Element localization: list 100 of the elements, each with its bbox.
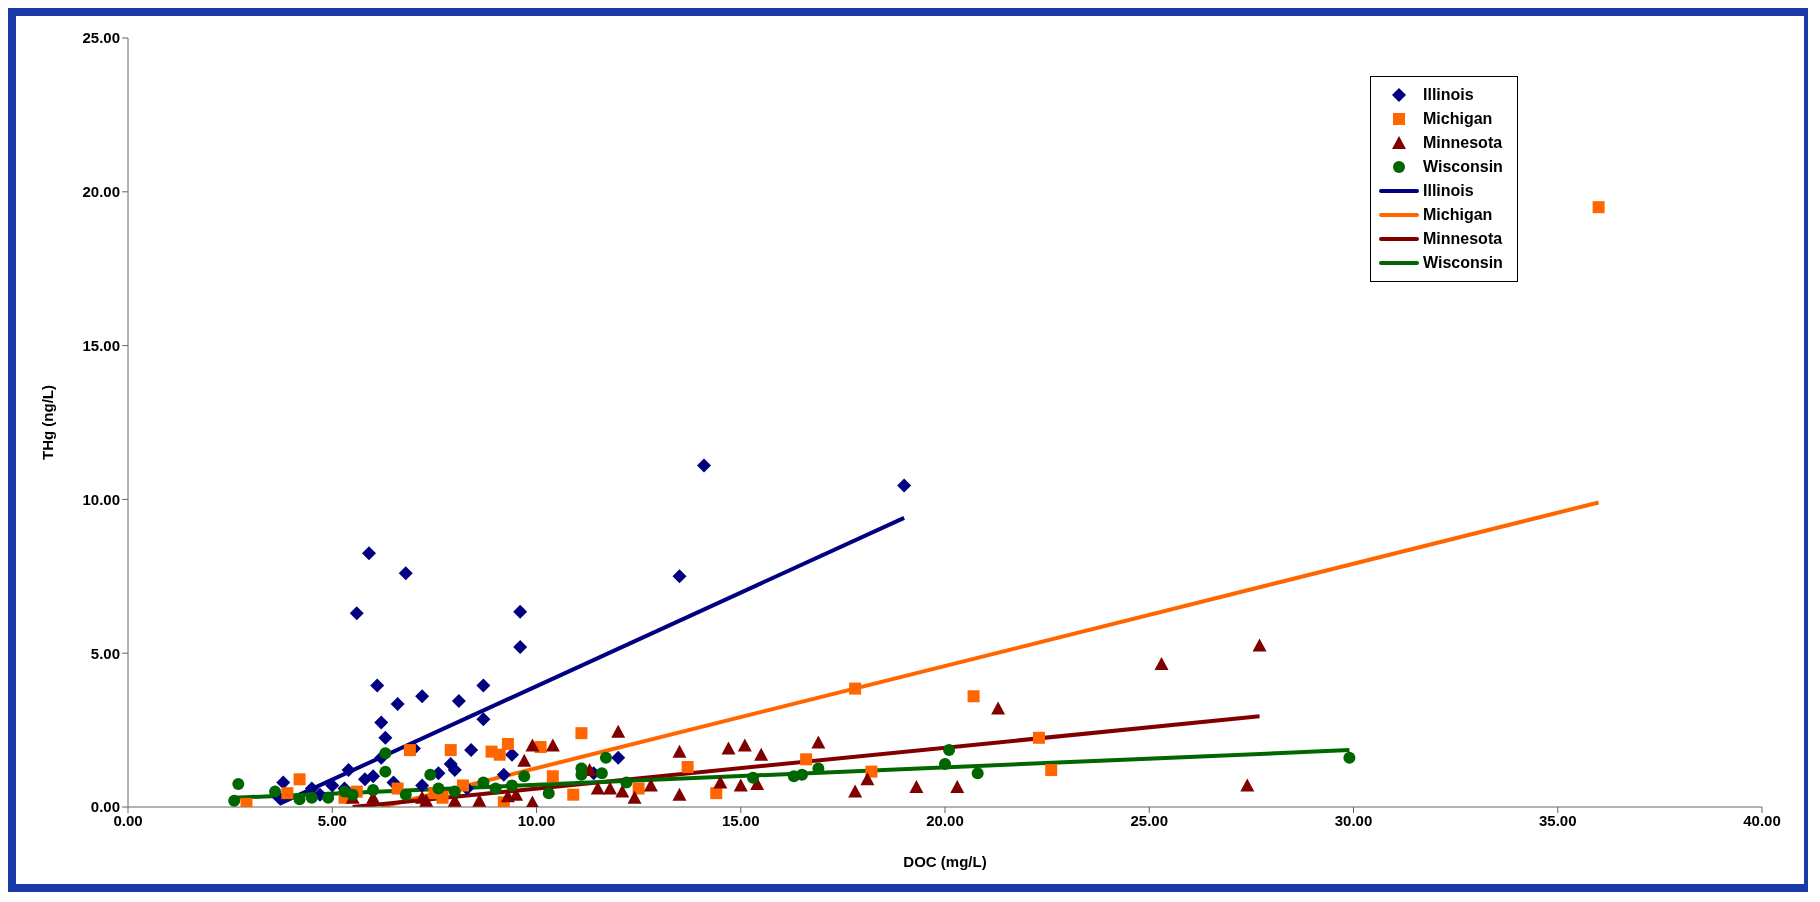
- point: [415, 778, 430, 793]
- point: [672, 787, 687, 801]
- point: [787, 770, 800, 783]
- point: [681, 761, 694, 774]
- point: [747, 771, 760, 784]
- point: [643, 778, 658, 792]
- point: [269, 785, 282, 798]
- point: [403, 744, 416, 757]
- point: [501, 737, 514, 750]
- point: [713, 775, 728, 789]
- legend-label: Minnesota: [1423, 230, 1503, 248]
- y-tick-label: 10.00: [82, 490, 120, 508]
- point: [305, 791, 318, 804]
- point: [493, 748, 506, 761]
- point: [448, 785, 461, 798]
- point: [611, 724, 626, 738]
- point: [399, 788, 412, 801]
- x-tick-label: 40.00: [1743, 811, 1781, 829]
- point: [1252, 638, 1267, 652]
- y-tick-label: 25.00: [82, 29, 120, 47]
- point: [390, 696, 405, 711]
- y-tick-label: 20.00: [82, 183, 120, 201]
- point: [415, 689, 430, 704]
- point: [800, 753, 813, 766]
- point: [362, 546, 377, 561]
- point: [513, 640, 528, 655]
- point: [322, 791, 335, 804]
- point: [496, 767, 511, 782]
- point: [281, 787, 294, 800]
- point: [367, 784, 380, 797]
- point: [575, 727, 588, 740]
- point: [464, 743, 479, 758]
- point: [504, 747, 519, 762]
- point: [505, 779, 518, 792]
- point: [627, 790, 642, 804]
- point: [513, 604, 528, 619]
- y-tick-label: 5.00: [90, 644, 120, 662]
- legend-label: Michigan: [1423, 110, 1493, 128]
- x-tick-label: 30.00: [1334, 811, 1373, 829]
- x-tick-label: 10.00: [517, 811, 556, 829]
- point: [595, 767, 608, 780]
- point: [456, 779, 469, 792]
- point: [232, 777, 245, 790]
- point: [378, 730, 393, 745]
- point: [967, 690, 980, 703]
- point: [546, 770, 559, 783]
- point: [489, 782, 502, 795]
- point: [518, 770, 531, 783]
- point: [721, 741, 736, 755]
- point: [971, 767, 984, 780]
- point: [1343, 751, 1356, 764]
- point: [419, 793, 434, 807]
- point: [1154, 656, 1169, 670]
- x-tick-label: 15.00: [721, 811, 760, 829]
- point: [567, 788, 580, 801]
- point: [424, 768, 437, 781]
- point: [398, 566, 413, 581]
- point: [1592, 201, 1605, 214]
- point: [379, 747, 392, 760]
- point: [476, 712, 491, 727]
- point: [276, 775, 291, 790]
- legend-label: Minnesota: [1423, 134, 1503, 152]
- point: [603, 781, 618, 795]
- point: [812, 762, 825, 775]
- point: [754, 747, 769, 761]
- point: [357, 772, 372, 787]
- legend-label: Wisconsin: [1423, 158, 1503, 176]
- point: [325, 778, 340, 793]
- point: [620, 776, 633, 789]
- point: [228, 794, 241, 807]
- point: [341, 763, 356, 778]
- point: [240, 797, 253, 807]
- point: [451, 693, 466, 708]
- point: [517, 753, 532, 767]
- point: [632, 782, 645, 795]
- point: [950, 780, 965, 794]
- point: [696, 458, 711, 473]
- point: [860, 772, 875, 786]
- point: [444, 744, 457, 757]
- point: [447, 763, 462, 778]
- point: [525, 795, 540, 807]
- point: [525, 738, 540, 752]
- point: [672, 744, 687, 758]
- point: [710, 787, 723, 800]
- point: [1045, 764, 1058, 777]
- y-tick-label: 15.00: [82, 336, 120, 354]
- point: [611, 750, 626, 765]
- x-tick-label: 25.00: [1130, 811, 1169, 829]
- point: [542, 787, 555, 800]
- legend-label: Illinois: [1423, 182, 1474, 200]
- point: [436, 791, 449, 804]
- legend-label: Illinois: [1423, 86, 1474, 104]
- point: [370, 678, 385, 693]
- x-tick-label: 35.00: [1538, 811, 1577, 829]
- legend-label: Wisconsin: [1423, 254, 1503, 272]
- point: [1240, 778, 1255, 792]
- point: [848, 784, 863, 798]
- point: [849, 682, 862, 695]
- legend-label: Michigan: [1423, 206, 1493, 224]
- point: [476, 678, 491, 693]
